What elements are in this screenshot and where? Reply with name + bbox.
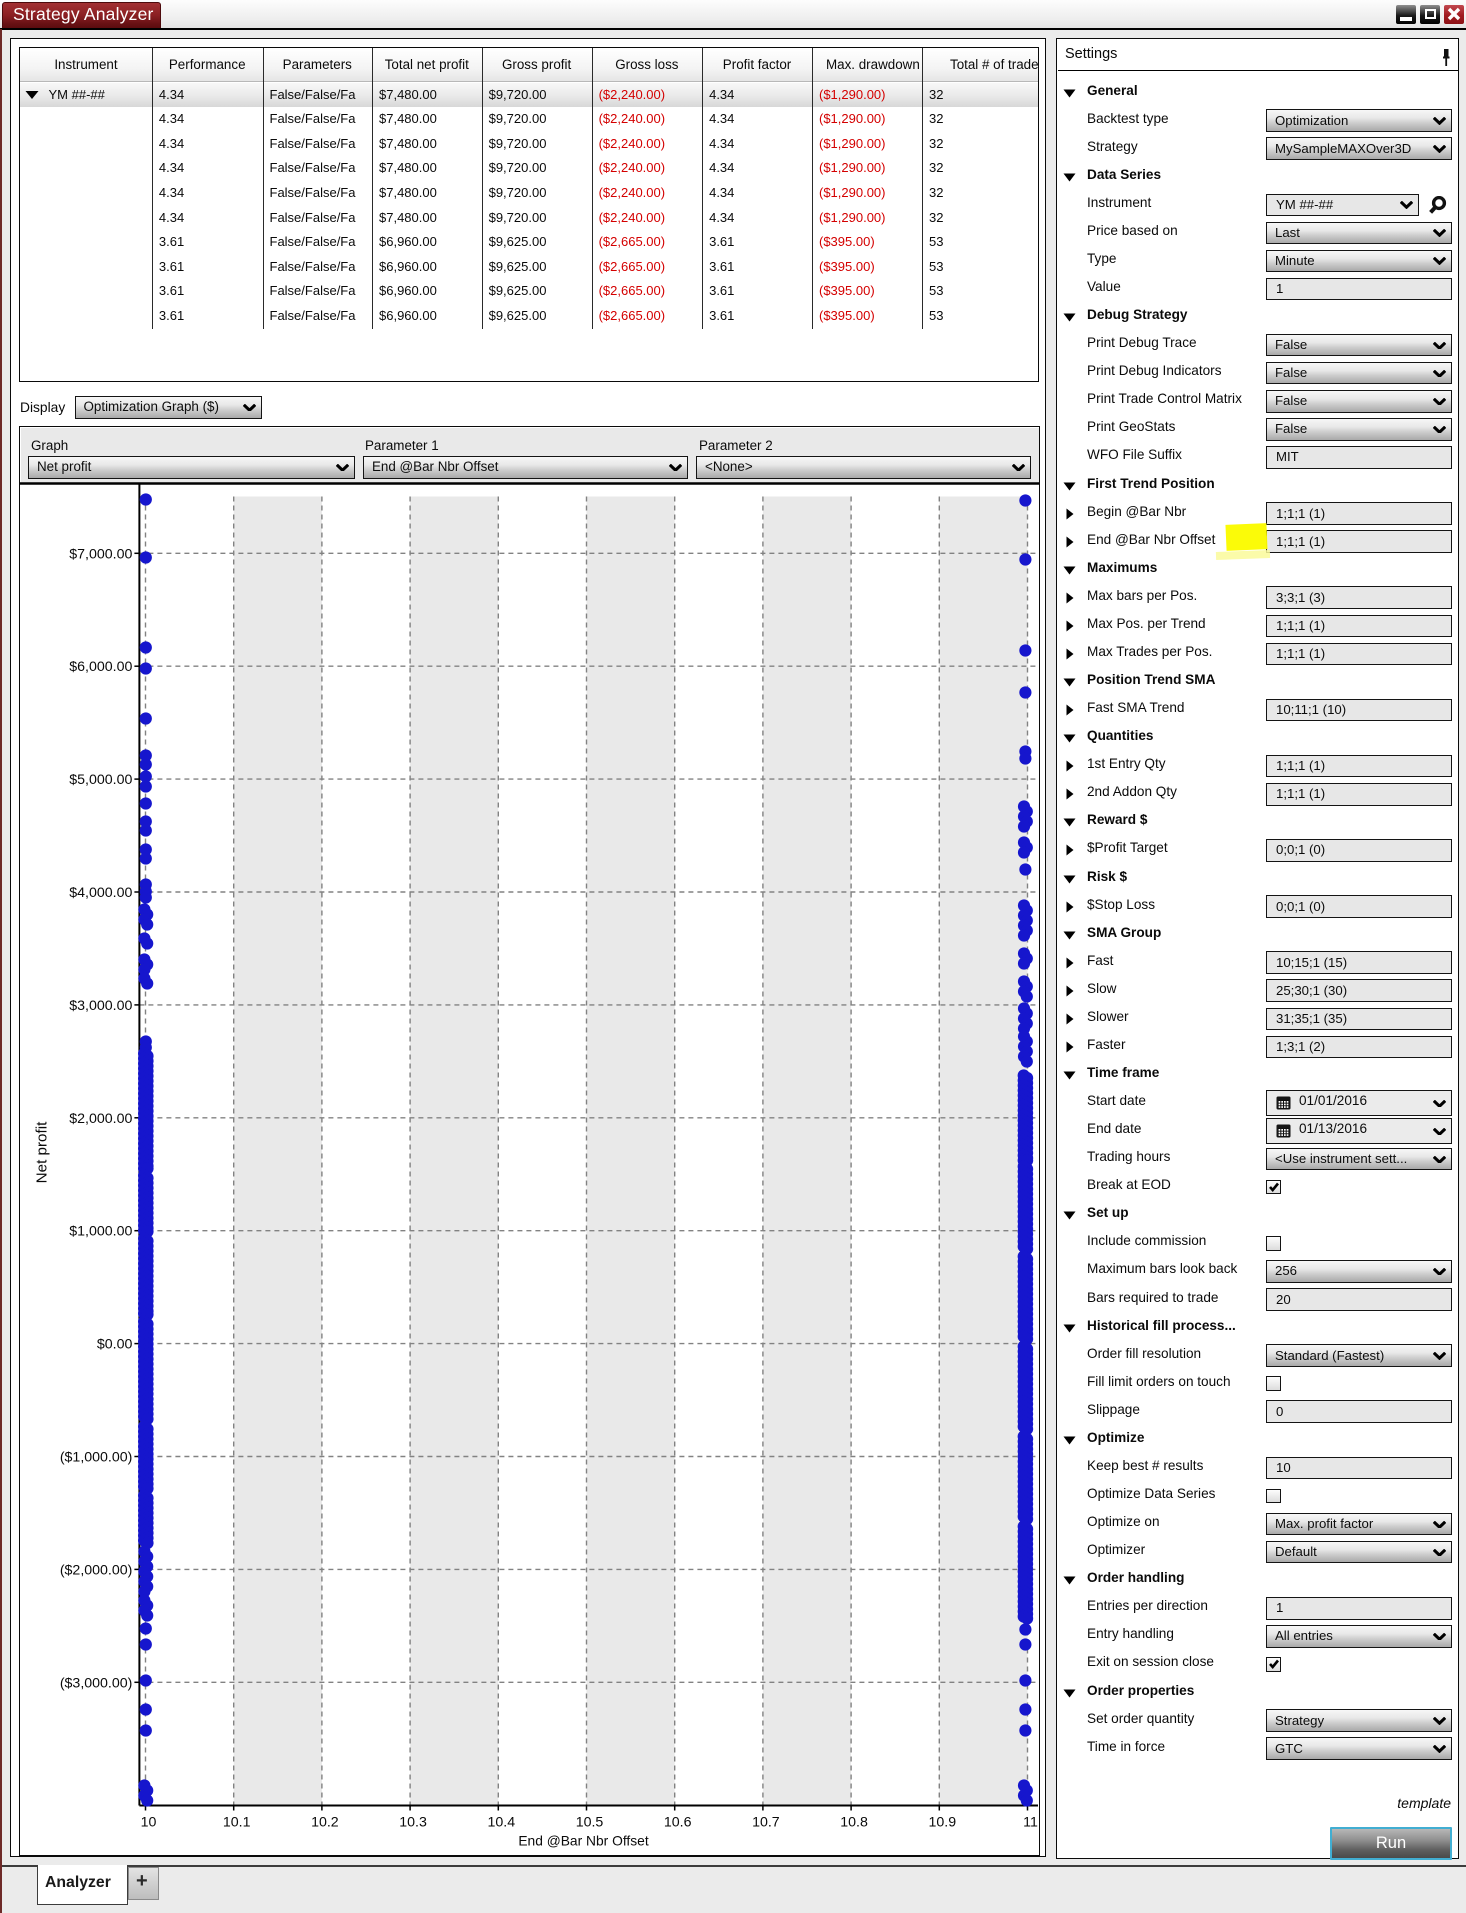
svg-text:10: 10 <box>140 1814 156 1830</box>
svg-text:$7,000.00: $7,000.00 <box>69 546 132 562</box>
svg-text:10.3: 10.3 <box>399 1814 427 1830</box>
svg-text:$2,000.00: $2,000.00 <box>69 1110 132 1126</box>
svg-text:$1,000.00: $1,000.00 <box>69 1223 132 1239</box>
svg-text:($2,000.00): ($2,000.00) <box>59 1562 132 1578</box>
svg-text:$4,000.00: $4,000.00 <box>69 885 132 901</box>
svg-text:10.8: 10.8 <box>840 1814 868 1830</box>
svg-text:($1,000.00): ($1,000.00) <box>59 1449 132 1465</box>
svg-text:$3,000.00: $3,000.00 <box>69 997 132 1013</box>
svg-text:10.2: 10.2 <box>311 1814 339 1830</box>
svg-text:10.4: 10.4 <box>487 1814 515 1830</box>
svg-text:($3,000.00): ($3,000.00) <box>59 1675 132 1691</box>
svg-text:$0.00: $0.00 <box>96 1336 132 1352</box>
svg-text:10.1: 10.1 <box>222 1814 250 1830</box>
svg-text:10.9: 10.9 <box>928 1814 956 1830</box>
svg-text:$6,000.00: $6,000.00 <box>69 659 132 675</box>
svg-text:11: 11 <box>1023 1814 1038 1830</box>
svg-text:10.5: 10.5 <box>575 1814 603 1830</box>
svg-text:$5,000.00: $5,000.00 <box>69 772 132 788</box>
svg-text:10.6: 10.6 <box>663 1814 691 1830</box>
svg-text:10.7: 10.7 <box>752 1814 780 1830</box>
svg-text:End @Bar Nbr Offset: End @Bar Nbr Offset <box>518 1833 648 1848</box>
svg-text:Net profit: Net profit <box>33 1120 50 1182</box>
